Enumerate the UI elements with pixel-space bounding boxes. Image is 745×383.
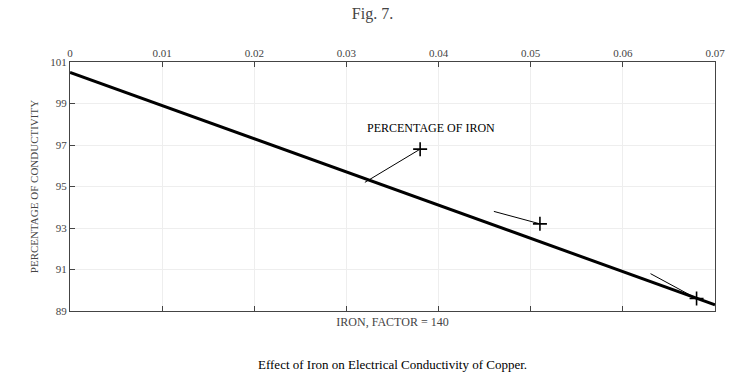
svg-text:PERCENTAGE OF CONDUCTIVITY: PERCENTAGE OF CONDUCTIVITY (28, 100, 40, 273)
svg-text:99: 99 (56, 97, 68, 109)
svg-text:0.04: 0.04 (429, 47, 449, 59)
svg-text:0.06: 0.06 (613, 47, 633, 59)
svg-text:0.02: 0.02 (245, 47, 264, 59)
svg-text:91: 91 (56, 263, 67, 275)
svg-text:Effect of Iron on Electrical C: Effect of Iron on Electrical Conductivit… (258, 357, 527, 372)
svg-text:IRON, FACTOR = 140: IRON, FACTOR = 140 (336, 315, 448, 329)
svg-text:PERCENTAGE OF IRON: PERCENTAGE OF IRON (367, 121, 495, 135)
svg-text:0.05: 0.05 (521, 47, 541, 59)
svg-text:97: 97 (56, 139, 68, 151)
svg-text:93: 93 (56, 222, 68, 234)
svg-text:0.03: 0.03 (337, 47, 357, 59)
svg-text:Fig. 7.: Fig. 7. (352, 5, 393, 23)
svg-text:0.01: 0.01 (153, 47, 172, 59)
svg-text:0: 0 (67, 47, 73, 59)
svg-text:89: 89 (56, 305, 68, 317)
svg-text:0.07: 0.07 (705, 47, 725, 59)
svg-text:95: 95 (56, 180, 68, 192)
svg-text:101: 101 (50, 56, 67, 68)
